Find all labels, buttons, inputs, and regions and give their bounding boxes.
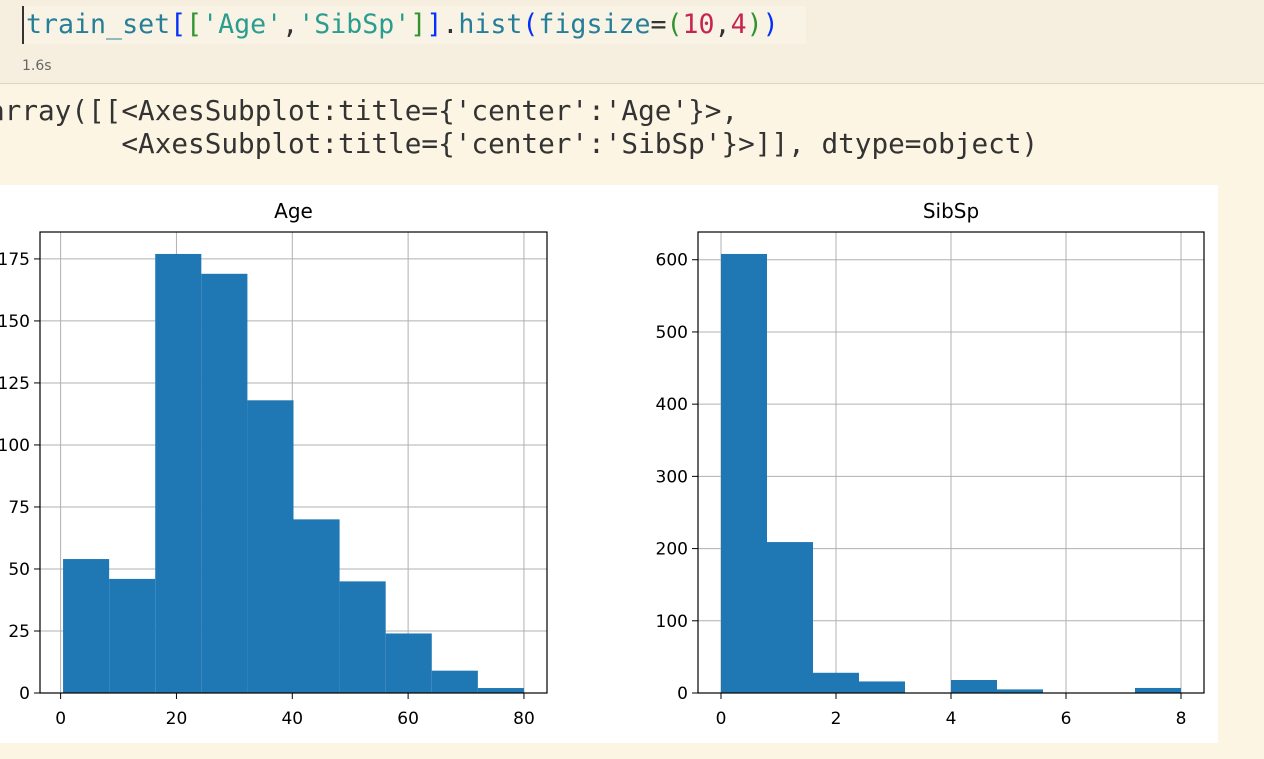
chart-title: SibSp (923, 199, 979, 223)
x-tick-label: 40 (281, 709, 303, 729)
x-tick-label: 20 (166, 709, 188, 729)
y-tick-label: 100 (0, 436, 30, 456)
code-token: figsize (538, 9, 651, 40)
code-token: ) (762, 9, 779, 40)
bar (155, 253, 202, 693)
y-tick-label: 400 (656, 395, 688, 415)
x-tick-label: 4 (946, 709, 957, 729)
axes-frame (39, 231, 548, 694)
y-tick-label: 175 (0, 250, 30, 270)
y-tick-label: 125 (0, 374, 30, 394)
code-token: ( (666, 9, 683, 40)
code-token: ( (522, 9, 539, 40)
y-tick-label: 100 (656, 612, 688, 632)
code-token: , (282, 9, 299, 40)
output-text: array([[<AxesSubplot:title={'center':'Ag… (0, 94, 1038, 160)
bar (63, 559, 110, 693)
code-token: ] (426, 9, 443, 40)
y-tick-label: 150 (0, 312, 30, 332)
exec-time: 1.6s (22, 58, 52, 74)
x-tick-label: 60 (397, 709, 419, 729)
code-token: [ (186, 9, 203, 40)
bar (951, 680, 997, 693)
x-tick-label: 80 (513, 709, 535, 729)
code-token: ] (410, 9, 427, 40)
code-token: , (714, 9, 731, 40)
output-line: array([[<AxesSubplot:title={'center':'Ag… (0, 94, 739, 127)
x-tick-label: 2 (831, 709, 842, 729)
code-token: = (650, 9, 667, 40)
bar (201, 273, 248, 693)
code-token: 'Age' (202, 9, 283, 40)
bar (339, 581, 386, 693)
bar (767, 542, 813, 693)
x-tick-label: 0 (716, 709, 727, 729)
bar (477, 688, 524, 693)
code-token: 4 (730, 9, 747, 40)
bar (859, 681, 905, 693)
bar (431, 670, 478, 693)
code-token: hist (458, 9, 523, 40)
bar (385, 633, 432, 693)
code-cell: train_set[['Age','SibSp']].hist(figsize=… (0, 0, 1264, 84)
code-token: 'SibSp' (298, 9, 411, 40)
bar (1135, 687, 1181, 693)
y-tick-label: 200 (656, 540, 688, 560)
code-token: [ (170, 9, 187, 40)
x-tick-label: 8 (1176, 709, 1187, 729)
y-tick-label: 0 (677, 684, 688, 704)
bar (721, 253, 767, 693)
code-token: . (442, 9, 459, 40)
code-token: train_set (26, 9, 171, 40)
code-token: ) (746, 9, 763, 40)
y-tick-label: 500 (656, 323, 688, 343)
y-tick-label: 0 (19, 684, 30, 704)
y-tick-label: 300 (656, 467, 688, 487)
code-token: 10 (682, 9, 715, 40)
axes-frame (697, 231, 1205, 694)
x-tick-label: 6 (1061, 709, 1072, 729)
code-input[interactable]: train_set[['Age','SibSp']].hist(figsize=… (22, 6, 806, 44)
bar (813, 672, 859, 693)
chart-title: Age (274, 199, 313, 223)
bar (293, 519, 340, 693)
y-tick-label: 50 (8, 560, 30, 580)
y-tick-label: 600 (656, 251, 688, 271)
x-tick-label: 0 (55, 709, 66, 729)
bar (109, 578, 156, 693)
bar (997, 689, 1043, 693)
bar (247, 400, 294, 693)
output-line: <AxesSubplot:title={'center':'SibSp'}>]]… (0, 127, 1039, 160)
y-tick-label: 75 (8, 498, 30, 518)
y-tick-label: 25 (8, 622, 30, 642)
